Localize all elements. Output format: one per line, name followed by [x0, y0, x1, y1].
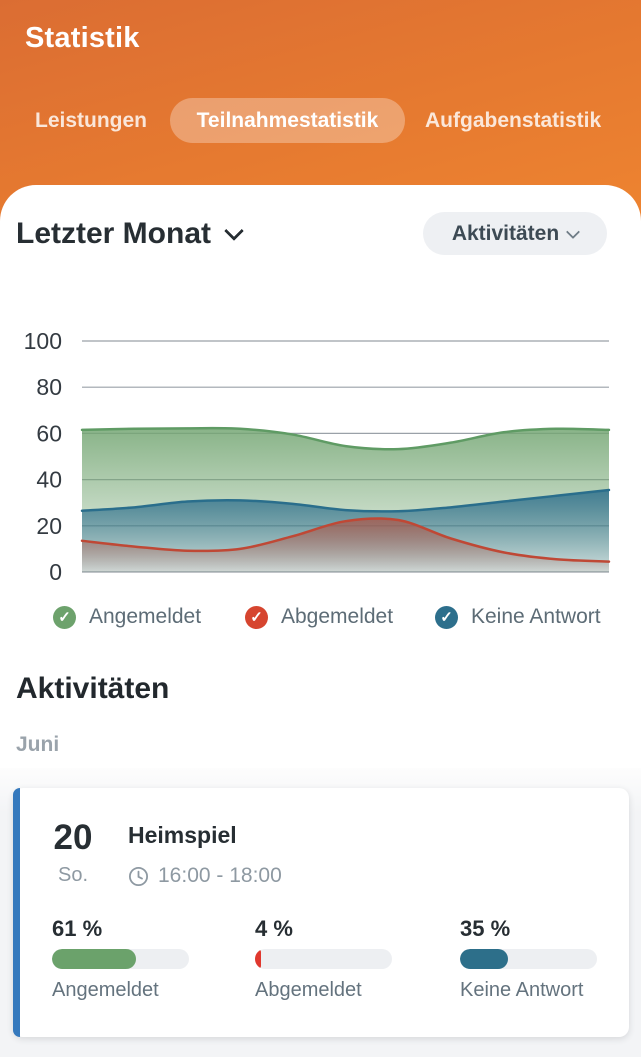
- stat-label: Keine Antwort: [460, 979, 584, 1001]
- event-time-row: 16:00 - 18:00: [128, 864, 282, 888]
- stat-label: Abgemeldet: [255, 979, 362, 1001]
- series-abgemeldet-area: [82, 518, 609, 572]
- stat-bar-fill: [255, 949, 261, 969]
- month-label: Juni: [16, 733, 60, 756]
- event-day: 20: [53, 818, 93, 857]
- stat-column-keine-antwort: 35 % Keine Antwort: [460, 916, 600, 1002]
- legend-label: Angemeldet: [89, 605, 202, 628]
- y-axis-label-60: 60: [36, 420, 62, 446]
- stat-percent: 35 %: [460, 916, 511, 941]
- stat-bar-track: [255, 949, 392, 969]
- legend-item-angemeldet: ✓ Angemeldet: [53, 605, 201, 629]
- stat-column-abgemeldet: 4 % Abgemeldet: [255, 916, 395, 1002]
- period-selector-label: Letzter Monat: [16, 217, 211, 250]
- activities-heading: Aktivitäten: [16, 672, 170, 705]
- period-selector[interactable]: Letzter Monat: [16, 215, 244, 253]
- legend-label: Abgemeldet: [281, 605, 394, 628]
- participation-area-chart: 0 20 40 60 80 100: [24, 328, 611, 585]
- clock-icon: [128, 866, 149, 886]
- event-card[interactable]: 20 So. Heimspiel 16:00 - 18:00 61 % Ange…: [13, 788, 629, 1037]
- view-dropdown-label: Aktivitäten: [451, 221, 560, 245]
- series-angemeldet-line: [80, 426, 611, 451]
- page-title: Statistik: [25, 22, 140, 54]
- chart-legend: ✓ Angemeldet ✓ Abgemeldet ✓ Keine Antwort: [0, 605, 641, 631]
- chevron-down-icon: [224, 221, 244, 241]
- checkmark-icon: ✓: [435, 605, 458, 629]
- y-axis-label-20: 20: [36, 513, 62, 539]
- event-weekday: So.: [57, 864, 89, 886]
- stat-column-angemeldet: 61 % Angemeldet: [52, 916, 192, 1002]
- series-keine-antwort-line: [80, 488, 611, 513]
- series-abgemeldet-line: [80, 517, 611, 563]
- tab-teilnahmestatistik[interactable]: Teilnahmestatistik: [170, 98, 405, 143]
- event-title: Heimspiel: [128, 822, 237, 848]
- stat-percent: 4 %: [255, 916, 293, 941]
- stat-label: Angemeldet: [52, 979, 159, 1001]
- view-dropdown[interactable]: Aktivitäten: [423, 212, 607, 255]
- chevron-down-icon: [566, 224, 581, 239]
- tab-leistungen[interactable]: Leistungen: [35, 109, 148, 132]
- stat-bar-track: [52, 949, 189, 969]
- legend-item-keine-antwort: ✓ Keine Antwort: [435, 605, 601, 629]
- tab-aufgabenstatistik[interactable]: Aufgabenstatistik: [425, 109, 602, 132]
- stat-bar-fill: [52, 949, 136, 969]
- stat-percent: 61 %: [52, 916, 103, 941]
- legend-label: Keine Antwort: [471, 605, 601, 628]
- checkmark-icon: ✓: [245, 605, 268, 629]
- content-sheet: Letzter Monat Aktivitäten 0 20 40 60 80 100 ✓…: [0, 185, 641, 1057]
- y-axis-label-80: 80: [36, 374, 62, 400]
- stat-bar-fill: [460, 949, 508, 969]
- y-axis-label-100: 100: [24, 328, 62, 354]
- y-axis-label-0: 0: [49, 559, 62, 585]
- event-time: 16:00 - 18:00: [158, 864, 282, 887]
- event-stats: 61 % Angemeldet 4 % Abgemeldet 35 % Kein…: [13, 916, 629, 1016]
- checkmark-icon: ✓: [53, 605, 76, 629]
- y-axis-label-40: 40: [36, 467, 62, 493]
- event-accent-bar: [13, 788, 20, 1037]
- event-date: 20 So.: [41, 820, 105, 887]
- legend-item-abgemeldet: ✓ Abgemeldet: [245, 605, 393, 629]
- stat-bar-track: [460, 949, 597, 969]
- tab-bar: Leistungen Teilnahmestatistik Aufgabenstat…: [0, 98, 641, 143]
